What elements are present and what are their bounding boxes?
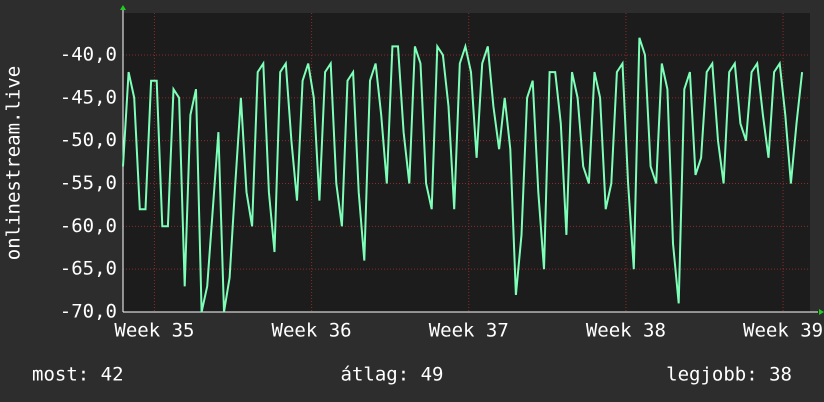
data-line [122, 37, 804, 313]
x-tick-label: Week 37 [429, 320, 509, 342]
y-tick-label: -70,0 [60, 301, 117, 323]
y-tick-label: -45,0 [60, 86, 117, 108]
stat-average: átlag: 49 [341, 364, 444, 386]
y-axis-label: onlinestream.live [3, 66, 25, 260]
x-tick-label: Week 35 [114, 320, 194, 342]
y-tick-label: -65,0 [60, 258, 117, 280]
y-tick-label: -60,0 [60, 215, 117, 237]
stat-best: legjobb: 38 [666, 364, 792, 386]
plot-area [123, 13, 810, 312]
y-tick-label: -50,0 [60, 129, 117, 151]
axis-arrow [819, 309, 824, 315]
stat-current: most: 42 [32, 364, 124, 386]
x-tick-label: Week 39 [743, 320, 823, 342]
y-tick-label: -40,0 [60, 43, 117, 65]
axis-arrow [120, 5, 126, 10]
y-tick-label: -55,0 [60, 172, 117, 194]
x-tick-label: Week 36 [272, 320, 352, 342]
x-tick-label: Week 38 [586, 320, 666, 342]
